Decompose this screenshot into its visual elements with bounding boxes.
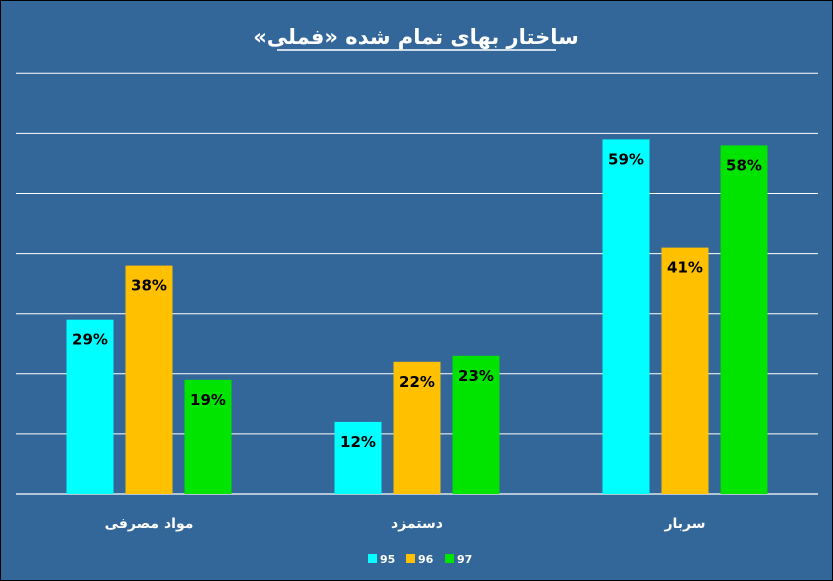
category-label-2: دستمزد [391,516,443,532]
legend-item-96[interactable]: 96 [406,553,434,566]
bar-96-1 [125,265,173,494]
legend-label-96: 96 [418,553,434,566]
data-label-97-3: 58% [726,156,762,174]
legend-swatch-97 [445,554,454,563]
legend-label-97: 97 [457,553,472,566]
data-label-95-3: 59% [608,150,644,168]
legend-item-97[interactable]: 97 [445,553,472,566]
legend-swatch-95 [368,554,377,563]
bar-95-2 [334,421,382,494]
legend-item-95[interactable]: 95 [368,553,395,566]
data-label-97-1: 19% [190,391,226,409]
data-label-96-2: 22% [399,373,435,391]
bar-97-1 [184,379,232,494]
data-label-96-3: 41% [667,259,703,277]
bar-96-2 [393,361,441,494]
legend-label-95: 95 [380,553,395,566]
bar-96-3 [661,247,709,494]
data-label-96-1: 38% [131,277,167,295]
category-labels-layer: مواد مصرفی دستمزد سربار [105,516,706,532]
bar-97-2 [452,355,500,494]
legend[interactable]: 95 96 97 [368,553,472,566]
category-label-3: سربار [663,516,705,532]
category-label-1: مواد مصرفی [105,516,194,532]
legend-swatch-96 [406,554,415,563]
bar-97-3 [720,145,768,494]
data-labels-layer: 29% 12% 59% 38% 22% 41% 19% 23% 58% [72,150,762,451]
data-label-95-1: 29% [72,331,108,349]
bar-95-1 [66,319,114,494]
bars-layer [66,139,768,494]
data-label-97-2: 23% [458,367,494,385]
title-layer: ساختار بهای تمام شده «فملی» [253,25,579,51]
bar-95-3 [602,139,650,494]
chart-title: ساختار بهای تمام شده «فملی» [253,25,579,49]
data-label-95-2: 12% [340,433,376,451]
